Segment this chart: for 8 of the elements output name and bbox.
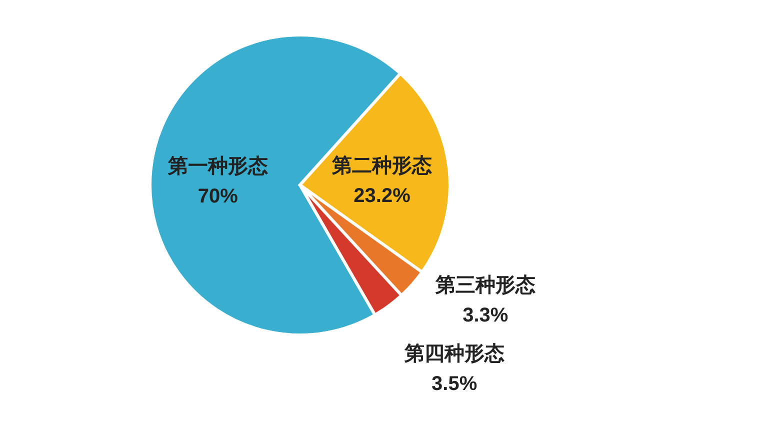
slice-label: 第四种形态 xyxy=(403,343,504,366)
slice-label: 第二种形态 xyxy=(331,155,432,178)
slice-label: 第三种形态 xyxy=(434,274,536,297)
slice-label: 第一种形态 xyxy=(166,155,268,178)
data-label: 3.5% xyxy=(432,373,478,396)
data-label: 23.2% xyxy=(354,185,411,208)
data-label: 3.3% xyxy=(462,304,508,327)
data-label: 70% xyxy=(198,185,238,208)
